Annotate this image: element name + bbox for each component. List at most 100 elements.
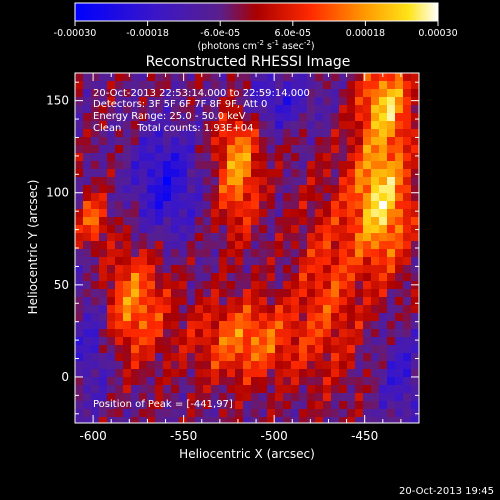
heatmap-cell <box>275 137 283 145</box>
heatmap-cell <box>163 417 171 423</box>
heatmap-cell <box>299 417 307 423</box>
heatmap-cell <box>323 81 331 89</box>
heatmap-cell <box>331 281 339 289</box>
heatmap-cell <box>411 81 419 89</box>
heatmap-cell <box>123 249 131 257</box>
heatmap-cell <box>331 177 339 185</box>
heatmap-cell <box>331 249 339 257</box>
heatmap-cell <box>91 161 99 169</box>
heatmap-cell <box>147 265 155 273</box>
heatmap-cell <box>363 97 371 105</box>
heatmap-cell <box>115 129 123 137</box>
heatmap-cell <box>235 97 243 105</box>
heatmap-cell <box>123 313 131 321</box>
heatmap-cell <box>403 313 411 321</box>
heatmap-cell <box>155 113 163 121</box>
heatmap-cell <box>99 265 107 273</box>
heatmap-cell <box>371 97 379 105</box>
heatmap-cell <box>171 209 179 217</box>
heatmap-cell <box>379 169 387 177</box>
heatmap-cell <box>147 369 155 377</box>
heatmap-cell <box>203 401 211 409</box>
heatmap-cell <box>171 113 179 121</box>
heatmap-cell <box>115 113 123 121</box>
heatmap-cell <box>179 185 187 193</box>
heatmap-cell <box>363 377 371 385</box>
heatmap-cell <box>163 393 171 401</box>
heatmap-cell <box>203 233 211 241</box>
heatmap-cell <box>379 153 387 161</box>
heatmap-cell <box>211 153 219 161</box>
heatmap-cell <box>259 97 267 105</box>
heatmap-cell <box>299 241 307 249</box>
heatmap-cell <box>251 233 259 241</box>
heatmap-cell <box>395 201 403 209</box>
heatmap-cell <box>363 217 371 225</box>
heatmap-cell <box>323 89 331 97</box>
heatmap-cell <box>275 313 283 321</box>
heatmap-cell <box>75 161 83 169</box>
heatmap-cell <box>227 113 235 121</box>
heatmap-cell <box>371 377 379 385</box>
heatmap-cell <box>379 353 387 361</box>
heatmap-cell <box>203 369 211 377</box>
heatmap-cell <box>251 97 259 105</box>
heatmap-cell <box>403 377 411 385</box>
heatmap-cell <box>211 121 219 129</box>
heatmap-cell <box>91 73 99 81</box>
heatmap-cell <box>131 105 139 113</box>
heatmap-cell <box>91 193 99 201</box>
heatmap-cell <box>283 401 291 409</box>
heatmap-cell <box>315 185 323 193</box>
heatmap-cell <box>315 193 323 201</box>
heatmap-cell <box>259 401 267 409</box>
heatmap-cell <box>227 393 235 401</box>
heatmap-cell <box>187 177 195 185</box>
heatmap-cell <box>155 257 163 265</box>
heatmap-cell <box>243 385 251 393</box>
heatmap-cell <box>259 305 267 313</box>
heatmap-cell <box>299 89 307 97</box>
heatmap-cell <box>411 305 419 313</box>
heatmap-cell <box>371 185 379 193</box>
heatmap-cell <box>259 185 267 193</box>
heatmap-cell <box>187 393 195 401</box>
heatmap-cell <box>259 361 267 369</box>
heatmap-cell <box>123 265 131 273</box>
y-axis-label: Heliocentric Y (arcsec) <box>26 180 40 315</box>
heatmap-cell <box>363 289 371 297</box>
heatmap-cell <box>291 385 299 393</box>
heatmap-cell <box>91 105 99 113</box>
heatmap-cell <box>171 185 179 193</box>
heatmap-cell <box>195 417 203 423</box>
heatmap-cell <box>91 417 99 423</box>
heatmap-cell <box>203 385 211 393</box>
heatmap-cell <box>107 265 115 273</box>
heatmap-cell <box>187 249 195 257</box>
heatmap-cell <box>219 161 227 169</box>
heatmap-cell <box>139 409 147 417</box>
heatmap-cell <box>99 193 107 201</box>
heatmap-cell <box>251 249 259 257</box>
heatmap-cell <box>139 89 147 97</box>
heatmap-cell <box>91 153 99 161</box>
heatmap-cell <box>283 337 291 345</box>
heatmap-cell <box>99 281 107 289</box>
heatmap-cell <box>347 385 355 393</box>
heatmap-cell <box>291 113 299 121</box>
heatmap-cell <box>99 257 107 265</box>
heatmap-cell <box>347 337 355 345</box>
heatmap-cell <box>219 361 227 369</box>
heatmap-cell <box>123 329 131 337</box>
heatmap-cell <box>99 89 107 97</box>
heatmap-cell <box>267 361 275 369</box>
heatmap-cell <box>267 289 275 297</box>
heatmap-cell <box>211 185 219 193</box>
colorbar-tick-label: -6.0e-05 <box>200 28 240 39</box>
heatmap-cell <box>155 161 163 169</box>
heatmap-cell <box>107 129 115 137</box>
heatmap-cell <box>243 265 251 273</box>
heatmap-cell <box>411 401 419 409</box>
heatmap-cell <box>403 385 411 393</box>
heatmap-cell <box>179 105 187 113</box>
